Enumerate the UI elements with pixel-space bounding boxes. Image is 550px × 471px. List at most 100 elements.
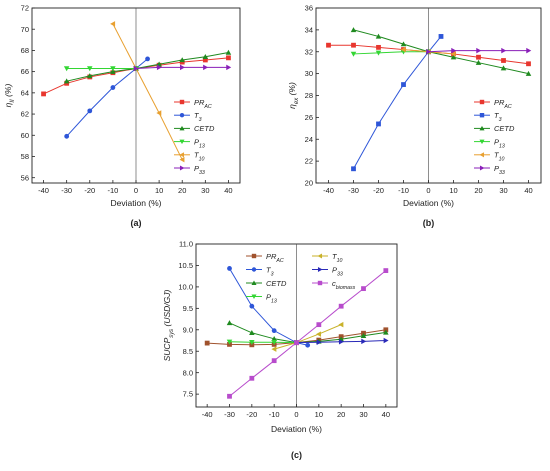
data-point-P_33 xyxy=(526,47,532,54)
x-tick-label: -40 xyxy=(38,186,49,195)
chart-panel-2: -40 -30 -20 -10 0 10 20 30 40 20 22 24 26 28 30 32 34 36 D… xyxy=(287,4,542,228)
y-tick-label: 9.0 xyxy=(183,325,193,334)
legend-marker-PR_AC xyxy=(251,253,257,259)
data-point-c_biomass xyxy=(294,340,299,346)
data-point-P_13 xyxy=(350,51,357,57)
legend-marker-T_10 xyxy=(317,253,323,259)
data-point-c_biomass xyxy=(338,303,344,309)
data-point-CETD xyxy=(360,333,367,339)
x-tick-label: -10 xyxy=(269,410,280,419)
data-point-CETD xyxy=(110,68,116,74)
y-tick-label: 20 xyxy=(305,179,313,188)
data-point-PR_AC xyxy=(202,57,208,63)
data-point-P_33 xyxy=(451,47,457,54)
y-tick-label: 66 xyxy=(21,67,29,76)
data-point-T_3 xyxy=(305,342,311,348)
x-tick-label: 10 xyxy=(155,186,163,195)
x-tick-label: -40 xyxy=(323,186,334,195)
chart-panel-3: -40 -30 -20 -10 0 10 20 30 40 7.5 8.0 8.5 9.0 9.5 10.0… xyxy=(162,240,398,460)
legend-label-T_10: T10 xyxy=(494,151,505,163)
data-point-P_13 xyxy=(271,340,277,345)
data-point-CETD xyxy=(87,73,93,79)
x-tick-label: 10 xyxy=(449,186,457,195)
legend-label-CETD: CETD xyxy=(494,124,515,133)
x-tick-label: 40 xyxy=(382,410,390,419)
y-tick-label: 36 xyxy=(305,4,313,13)
data-point-T_3 xyxy=(227,266,232,271)
data-point-PR_AC xyxy=(351,42,356,48)
x-axis-label: Deviation (%) xyxy=(271,424,322,434)
data-point-c_biomass xyxy=(227,393,232,399)
legend-marker-T_10 xyxy=(479,152,485,158)
data-point-T_10 xyxy=(271,346,277,352)
legend-marker-P_13 xyxy=(251,294,257,300)
data-point-CETD xyxy=(450,54,457,60)
panel-label: (c) xyxy=(291,450,302,460)
data-point-CETD xyxy=(271,336,277,342)
data-point-PR_AC xyxy=(326,42,331,48)
legend-label-T_3: T3 xyxy=(194,111,202,123)
x-tick-label: 20 xyxy=(337,410,345,419)
data-point-P_33 xyxy=(426,48,432,55)
y-tick-label: 11.0 xyxy=(179,240,193,249)
x-tick-label: 40 xyxy=(224,186,232,195)
y-tick-label: 8.0 xyxy=(183,368,193,377)
data-point-P_33 xyxy=(316,339,322,345)
legend-marker-T_3 xyxy=(179,113,185,118)
panel-label: (a) xyxy=(131,218,142,228)
legend-label-T_3: T3 xyxy=(494,111,502,123)
y-tick-label: 64 xyxy=(21,88,29,97)
data-point-CETD xyxy=(475,59,482,65)
y-tick-label: 10.5 xyxy=(178,261,193,270)
data-point-T_3 xyxy=(64,133,70,139)
x-tick-label: -40 xyxy=(202,410,213,419)
data-point-P_33 xyxy=(226,64,232,71)
y-tick-label: 70 xyxy=(21,25,29,34)
y-tick-label: 34 xyxy=(305,25,313,34)
series-line-T_3 xyxy=(353,36,442,170)
x-tick-label: 20 xyxy=(178,186,186,195)
data-point-P_13 xyxy=(87,66,93,72)
legend-marker-T_3 xyxy=(251,267,257,272)
data-point-c_biomass xyxy=(316,322,322,328)
y-tick-label: 72 xyxy=(21,4,29,13)
x-tick-label: 40 xyxy=(524,186,532,195)
data-point-T_10 xyxy=(179,156,185,163)
series-line-c_biomass xyxy=(229,270,387,397)
legend-label-P_13: P13 xyxy=(266,292,277,304)
series-line-CETD xyxy=(353,29,529,75)
data-point-P_33 xyxy=(180,64,185,71)
y-tick-label: 7.5 xyxy=(183,390,193,399)
y-tick-label: 62 xyxy=(21,110,29,119)
data-point-T_3 xyxy=(351,166,356,172)
data-point-P_33 xyxy=(361,338,367,345)
data-point-P_13 xyxy=(63,66,70,72)
y-tick-label: 9.5 xyxy=(183,304,193,313)
data-point-P_13 xyxy=(110,66,116,72)
data-point-CETD xyxy=(226,320,233,326)
data-point-P_33 xyxy=(156,64,162,71)
legend-label-T_10: T10 xyxy=(194,151,205,163)
legend-marker-P_13 xyxy=(179,139,185,145)
data-point-CETD xyxy=(375,33,382,39)
data-point-c_biomass xyxy=(249,375,255,381)
x-tick-label: 0 xyxy=(294,410,298,419)
data-point-T_3 xyxy=(87,108,93,114)
data-point-T_10 xyxy=(316,331,322,337)
data-point-P_33 xyxy=(133,65,139,72)
data-point-CETD xyxy=(202,54,209,59)
x-tick-label: 30 xyxy=(359,410,367,419)
data-point-PR_AC xyxy=(226,55,231,61)
series-line-P_13 xyxy=(353,51,429,55)
data-point-CETD xyxy=(179,57,185,63)
legend-label-P_33: P33 xyxy=(494,164,505,176)
legend-label-P_33: P33 xyxy=(332,265,343,277)
data-point-T_3 xyxy=(438,34,444,39)
data-point-PR_AC xyxy=(501,58,506,63)
data-point-T_10 xyxy=(400,46,406,53)
series-line-T_10 xyxy=(112,23,183,160)
data-point-P_33 xyxy=(203,64,209,71)
data-point-c_biomass xyxy=(361,286,366,292)
